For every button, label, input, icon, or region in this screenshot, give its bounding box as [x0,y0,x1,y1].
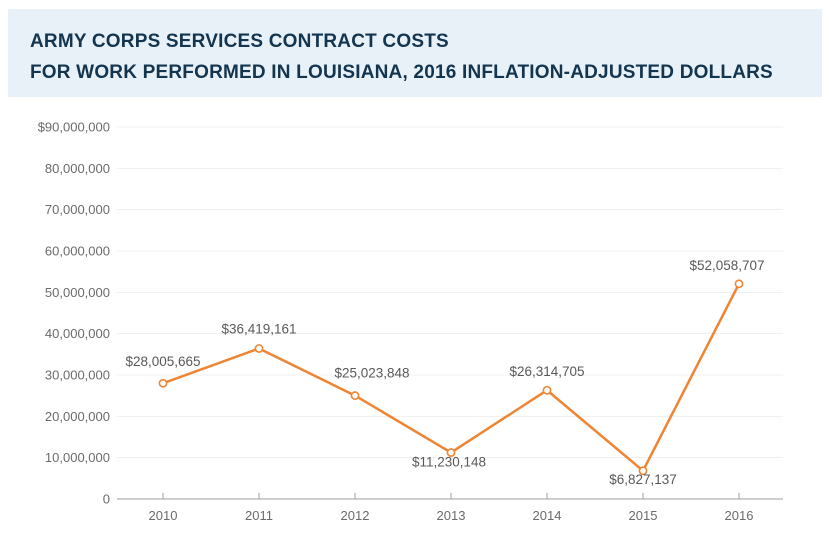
x-axis-tick-label: 2011 [245,508,273,523]
data-point [638,466,648,476]
data-point [350,391,360,400]
line-chart: $90,000,000 80,000,000 70,000,000 60,000,00… [38,120,783,523]
data-point-label: $26,314,705 [509,364,584,379]
data-point-label: $11,230,148 [412,455,486,470]
chart-title-block: ARMY CORPS SERVICES CONTRACT COSTS FOR W… [8,9,822,97]
x-axis-tick-label: 2015 [629,508,658,523]
data-point [446,448,456,457]
chart-title-line1: ARMY CORPS SERVICES CONTRACT COSTS [30,31,449,52]
data-point [158,378,168,388]
series-line [161,282,741,473]
data-point-label: $28,005,665 [125,354,200,369]
y-axis-tick-label: 80,000,000 [45,161,110,176]
x-axis-tick-label: 2012 [341,508,370,523]
y-axis-tick-label: 70,000,000 [45,202,110,217]
x-axis-tick-label: 2010 [149,508,178,523]
x-axis-tick-label: 2016 [725,508,754,523]
y-axis-tick-label: 20,000,000 [45,409,110,424]
y-axis-tick-label: 60,000,000 [45,244,110,259]
y-axis-tick-label: 40,000,000 [45,326,110,341]
y-axis-tick-label: 50,000,000 [45,285,110,300]
y-axis-tick-label: 30,000,000 [45,368,110,383]
data-point [254,344,264,353]
data-point-label: $52,058,707 [689,258,764,273]
data-point-label: $36,419,161 [221,321,296,336]
data-point [542,385,552,395]
y-axis-tick-label: 10,000,000 [45,450,110,465]
chart-title-line2: FOR WORK PERFORMED IN LOUISIANA, 2016 IN… [30,62,773,83]
data-point-label: $25,023,848 [334,366,409,381]
y-axis-tick-label: $90,000,000 [38,120,110,135]
y-axis-tick-label: 0 [103,492,110,507]
data-point-label: $6,827,137 [609,472,677,487]
x-axis-tick-label: 2014 [533,508,562,523]
data-point [734,279,744,289]
x-axis-tick-label: 2013 [437,508,466,523]
